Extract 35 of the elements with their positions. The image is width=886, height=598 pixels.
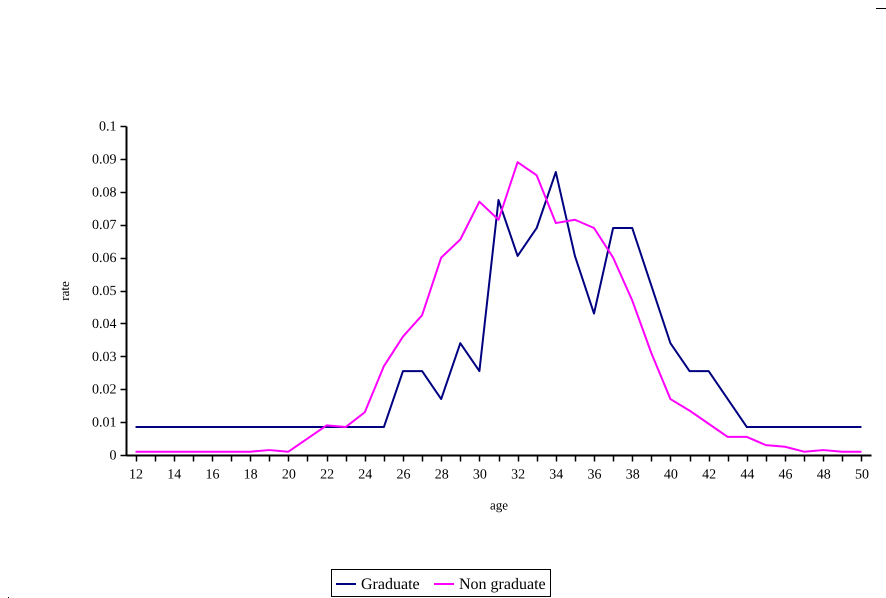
x-tick-label: 18 [244, 468, 258, 482]
x-tick-label: 48 [816, 468, 831, 482]
y-tick-label: 0.04 [92, 316, 116, 332]
y-tick-label: 0.05 [92, 284, 116, 299]
y-tick-label: 0.07 [92, 218, 116, 234]
x-tick-label: 50 [854, 468, 869, 482]
x-tick-label: 28 [434, 468, 449, 482]
x-tick-label: 14 [167, 468, 182, 482]
x-tick-label: 36 [588, 468, 602, 482]
x-tick-label: 34 [549, 468, 564, 482]
x-tick-label: 30 [472, 468, 487, 482]
y-tick-label: 0.09 [92, 152, 116, 168]
y-tick-label: 0.02 [92, 382, 116, 398]
y-tick-label: 0.01 [92, 416, 116, 431]
x-tick-label: 46 [778, 468, 793, 482]
legend-label: Non graduate [459, 576, 546, 593]
x-tick-label: 44 [740, 468, 754, 482]
y-axis-title: rate [57, 281, 72, 301]
x-tick-label: 26 [396, 468, 410, 482]
x-tick-label: 40 [664, 468, 678, 482]
x-tick-label: 38 [626, 468, 640, 482]
y-tick-label: 0.1 [99, 120, 116, 134]
x-tick-label: 22 [320, 468, 334, 482]
y-tick-label: 0.08 [92, 185, 116, 200]
x-tick-label: 16 [205, 468, 220, 482]
y-tick-label: 0 [110, 448, 116, 464]
legend-label: Graduate [361, 576, 420, 593]
x-tick-label: 24 [358, 468, 372, 482]
x-tick-label: 42 [702, 468, 716, 482]
x-axis-title: age [490, 498, 508, 512]
x-tick-label: 32 [511, 468, 526, 482]
x-tick-label: 12 [129, 468, 144, 482]
y-tick-label: 0.06 [92, 251, 116, 266]
y-tick-label: 0.03 [92, 350, 116, 365]
x-tick-label: 20 [282, 468, 296, 482]
